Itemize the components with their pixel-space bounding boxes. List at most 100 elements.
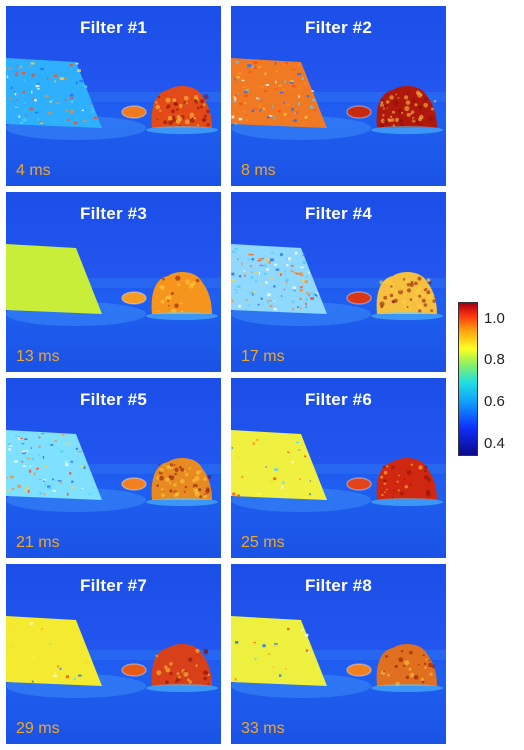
mound-speckle: [199, 495, 203, 498]
mound-speckle: [178, 466, 182, 469]
texture-speckle: [17, 65, 21, 67]
mound-glow: [146, 498, 218, 506]
texture-speckle: [282, 88, 285, 91]
texture-speckle: [20, 121, 24, 125]
texture-speckle: [65, 461, 67, 463]
texture-speckle: [298, 272, 303, 274]
texture-speckle: [70, 460, 73, 463]
texture-speckle: [41, 628, 43, 630]
texture-speckle: [70, 93, 74, 97]
texture-speckle: [279, 92, 284, 94]
horizon-band: [6, 650, 221, 660]
mound-speckle: [167, 115, 173, 121]
texture-speckle: [305, 115, 308, 118]
texture-speckle: [247, 304, 251, 306]
mound-speckle: [169, 489, 173, 493]
texture-speckle: [308, 294, 310, 297]
mound-speckle: [183, 101, 187, 105]
texture-speckle: [261, 110, 265, 112]
texture-speckle: [248, 253, 252, 256]
mound-speckle: [417, 92, 423, 98]
texture-speckle: [306, 95, 310, 98]
texture-speckle: [75, 62, 79, 65]
panel-title: Filter #3: [80, 204, 147, 223]
texture-speckle: [79, 489, 84, 491]
texture-speckle: [47, 485, 51, 488]
texture-speckle: [55, 102, 60, 104]
mound-speckle: [174, 467, 179, 473]
panel-filter-7: Filter #7 29 ms: [6, 564, 221, 744]
texture-speckle: [18, 115, 21, 118]
texture-speckle: [17, 484, 21, 488]
small-object: [346, 105, 372, 119]
mound-glow: [146, 312, 218, 320]
mound-speckle: [419, 305, 423, 309]
texture-speckle: [305, 306, 307, 308]
texture-speckle: [257, 303, 260, 306]
texture-speckle: [38, 445, 41, 448]
mound-speckle: [380, 105, 384, 109]
mound-speckle: [166, 106, 169, 110]
texture-speckle: [248, 119, 251, 121]
texture-speckle: [254, 108, 258, 110]
texture-speckle: [236, 456, 241, 459]
texture-speckle: [39, 491, 42, 495]
texture-speckle: [11, 645, 15, 647]
mound-speckle: [188, 284, 194, 289]
texture-speckle: [304, 280, 308, 283]
mound-speckle: [159, 475, 164, 481]
panel-time-label: 21 ms: [16, 534, 60, 551]
mound-speckle: [158, 463, 161, 466]
mound-speckle: [398, 288, 402, 292]
mound-speckle: [418, 294, 422, 298]
texture-speckle: [281, 485, 284, 489]
texture-speckle: [256, 271, 259, 274]
texture-speckle: [53, 74, 58, 78]
texture-speckle: [234, 98, 237, 101]
mound-speckle: [431, 664, 436, 669]
mound-speckle: [405, 675, 409, 679]
texture-speckle: [310, 105, 313, 109]
texture-speckle: [283, 63, 286, 65]
mound-speckle: [177, 283, 181, 287]
mound-speckle: [384, 279, 390, 285]
texture-speckle: [91, 111, 95, 113]
mound-speckle: [162, 277, 165, 281]
texture-speckle: [8, 98, 12, 100]
mound-speckle: [194, 475, 200, 481]
mound-speckle: [391, 496, 394, 499]
texture-speckle: [274, 643, 278, 645]
mound-speckle: [160, 299, 165, 304]
texture-speckle: [312, 99, 316, 101]
texture-speckle: [304, 455, 307, 458]
mound-speckle: [416, 288, 421, 293]
colorbar-gradient: [458, 302, 478, 456]
texture-speckle: [252, 292, 254, 296]
texture-speckle: [259, 86, 264, 89]
mound-speckle: [421, 680, 425, 684]
mound-speckle: [427, 294, 432, 299]
mound-speckle: [401, 299, 406, 304]
mound-speckle: [178, 116, 183, 121]
mound-speckle: [189, 112, 195, 118]
large-block-object: [231, 430, 327, 500]
mound-speckle: [414, 103, 418, 107]
mound-speckle: [174, 472, 177, 476]
texture-speckle: [266, 268, 269, 271]
texture-speckle: [264, 72, 267, 76]
texture-speckle: [274, 263, 278, 266]
mound-speckle: [406, 470, 412, 475]
texture-speckle: [234, 678, 237, 681]
large-block-object: [6, 430, 102, 500]
texture-speckle: [282, 481, 285, 484]
texture-speckle: [6, 75, 9, 79]
texture-speckle: [61, 433, 65, 436]
mound-speckle: [417, 276, 422, 281]
mound-speckle: [180, 479, 185, 484]
mound-speckle: [169, 463, 174, 467]
texture-speckle: [298, 102, 300, 106]
texture-speckle: [299, 307, 302, 310]
mound-speckle: [167, 299, 170, 302]
texture-speckle: [11, 625, 13, 628]
mound-speckle: [426, 489, 430, 494]
